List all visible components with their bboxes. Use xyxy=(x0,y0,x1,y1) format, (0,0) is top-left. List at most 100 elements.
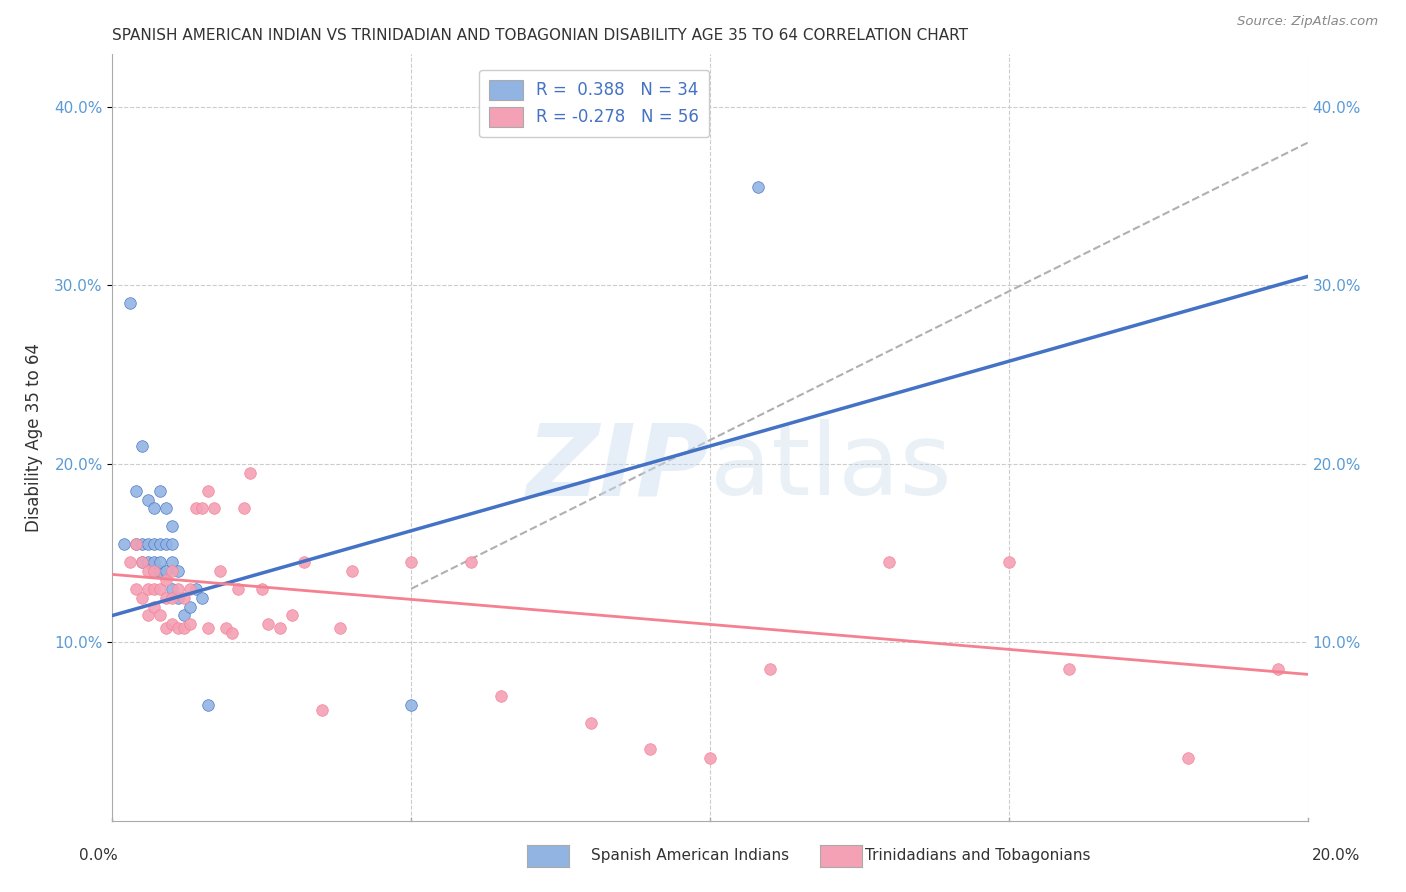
Point xyxy=(579,715,602,730)
Text: ZIP: ZIP xyxy=(527,419,710,516)
Point xyxy=(143,537,166,551)
Point xyxy=(143,501,166,516)
Point xyxy=(138,582,160,596)
Point xyxy=(197,698,219,712)
Point xyxy=(1177,751,1199,765)
Point xyxy=(131,537,153,551)
Point xyxy=(202,501,225,516)
Text: atlas: atlas xyxy=(710,419,952,516)
Legend: R =  0.388   N = 34, R = -0.278   N = 56: R = 0.388 N = 34, R = -0.278 N = 56 xyxy=(479,70,709,136)
Point xyxy=(143,599,166,614)
Point xyxy=(125,582,148,596)
Point xyxy=(239,466,262,480)
Point xyxy=(401,555,423,569)
Y-axis label: Disability Age 35 to 64: Disability Age 35 to 64 xyxy=(25,343,44,532)
Point xyxy=(131,439,153,453)
Point xyxy=(197,621,219,635)
Point xyxy=(167,621,190,635)
Point xyxy=(167,564,190,578)
Point xyxy=(401,698,423,712)
Point xyxy=(269,621,291,635)
Point xyxy=(149,564,172,578)
Point xyxy=(162,591,183,605)
Point xyxy=(149,582,172,596)
Point xyxy=(149,483,172,498)
Point xyxy=(162,582,183,596)
Point xyxy=(173,608,195,623)
Point xyxy=(155,501,177,516)
Point xyxy=(257,617,280,632)
Text: Source: ZipAtlas.com: Source: ZipAtlas.com xyxy=(1237,15,1378,28)
Point xyxy=(173,591,195,605)
Point xyxy=(340,564,363,578)
Point xyxy=(131,555,153,569)
Point xyxy=(125,537,148,551)
Point xyxy=(162,519,183,533)
Point xyxy=(215,621,238,635)
Text: 20.0%: 20.0% xyxy=(1312,848,1360,863)
Point xyxy=(138,564,160,578)
Point xyxy=(138,492,160,507)
Point xyxy=(329,621,352,635)
Point xyxy=(143,555,166,569)
Point xyxy=(1267,662,1289,676)
Point xyxy=(209,564,232,578)
Point xyxy=(191,591,214,605)
Point xyxy=(155,573,177,587)
Point xyxy=(138,537,160,551)
Point xyxy=(197,483,219,498)
Point xyxy=(143,564,166,578)
Point xyxy=(167,582,190,596)
Point xyxy=(162,617,183,632)
Point xyxy=(155,621,177,635)
Point xyxy=(281,608,304,623)
Point xyxy=(489,689,512,703)
Point xyxy=(311,703,333,717)
Point xyxy=(120,555,142,569)
Text: 0.0%: 0.0% xyxy=(79,848,118,863)
Text: Trinidadians and Tobagonians: Trinidadians and Tobagonians xyxy=(865,848,1090,863)
Point xyxy=(186,501,208,516)
Point xyxy=(167,591,190,605)
Point xyxy=(879,555,901,569)
Point xyxy=(143,564,166,578)
Text: Spanish American Indians: Spanish American Indians xyxy=(591,848,789,863)
Point xyxy=(179,599,201,614)
Point xyxy=(191,501,214,516)
Point xyxy=(998,555,1021,569)
Point xyxy=(155,537,177,551)
Point xyxy=(131,555,153,569)
Point xyxy=(699,751,721,765)
Point xyxy=(186,582,208,596)
Point xyxy=(138,608,160,623)
Point xyxy=(131,591,153,605)
Point xyxy=(640,742,662,756)
Point xyxy=(460,555,482,569)
Point xyxy=(114,537,135,551)
Point xyxy=(155,564,177,578)
Point xyxy=(149,608,172,623)
Point xyxy=(1057,662,1080,676)
Point xyxy=(149,555,172,569)
Point xyxy=(162,555,183,569)
Point xyxy=(221,626,243,640)
Point xyxy=(179,617,201,632)
Point xyxy=(125,483,148,498)
Point xyxy=(292,555,315,569)
Point xyxy=(179,582,201,596)
Point xyxy=(155,591,177,605)
Point xyxy=(125,537,148,551)
Point xyxy=(162,564,183,578)
Point xyxy=(250,582,273,596)
Point xyxy=(138,555,160,569)
Point xyxy=(759,662,782,676)
Point xyxy=(120,296,142,310)
Point xyxy=(162,537,183,551)
Point xyxy=(149,537,172,551)
Point xyxy=(747,180,769,194)
Point xyxy=(173,621,195,635)
Point xyxy=(143,582,166,596)
Text: SPANISH AMERICAN INDIAN VS TRINIDADIAN AND TOBAGONIAN DISABILITY AGE 35 TO 64 CO: SPANISH AMERICAN INDIAN VS TRINIDADIAN A… xyxy=(112,28,969,43)
Point xyxy=(226,582,249,596)
Point xyxy=(233,501,256,516)
